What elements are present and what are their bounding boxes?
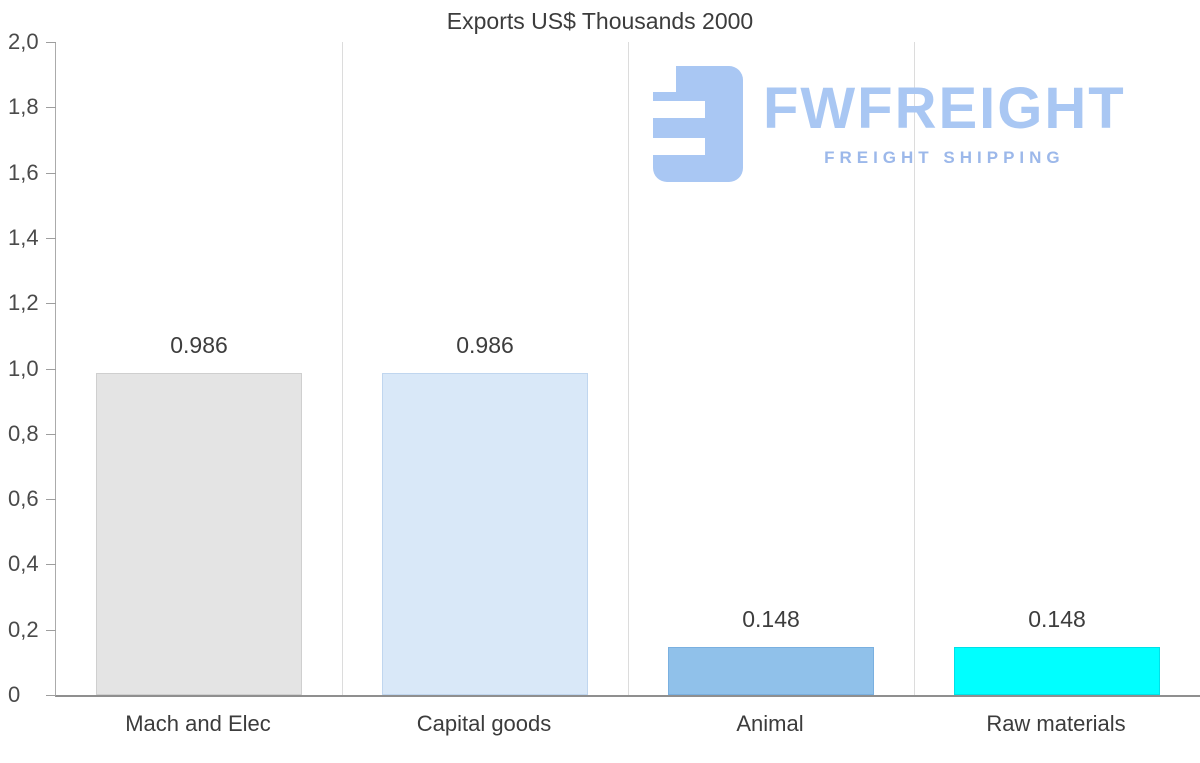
- y-tick-mark: [46, 499, 56, 500]
- y-tick-label: 1,0: [8, 356, 39, 381]
- y-tick-label: 2,0: [8, 29, 39, 54]
- chart-title: Exports US$ Thousands 2000: [446, 8, 754, 34]
- category-label: Raw materials: [986, 711, 1126, 736]
- y-tick-label: 1,4: [8, 225, 39, 250]
- gridline: [914, 42, 915, 695]
- gridline: [342, 42, 343, 695]
- watermark: FWFREIGHT FREIGHT SHIPPING: [653, 66, 1126, 182]
- watermark-text: FWFREIGHT FREIGHT SHIPPING: [763, 80, 1126, 168]
- y-tick-mark: [46, 303, 56, 304]
- bar: [954, 647, 1160, 695]
- bar-value-label: 0.986: [456, 332, 514, 358]
- watermark-tagline: FREIGHT SHIPPING: [824, 148, 1065, 167]
- bar-value-label: 0.148: [742, 606, 800, 632]
- y-tick-mark: [46, 434, 56, 435]
- y-tick-label: 1,2: [8, 290, 39, 315]
- y-tick-label: 0,2: [8, 617, 39, 642]
- y-tick-label: 0,8: [8, 421, 39, 446]
- category-label: Mach and Elec: [125, 711, 271, 736]
- y-tick-mark: [46, 238, 56, 239]
- gridline: [628, 42, 629, 695]
- y-tick-label: 1,6: [8, 160, 39, 185]
- bar: [96, 373, 302, 695]
- fwfreight-logo-icon: [653, 66, 743, 182]
- y-tick-mark: [46, 630, 56, 631]
- y-tick-mark: [46, 107, 56, 108]
- bar-value-label: 0.986: [170, 332, 228, 358]
- bar-value-label: 0.148: [1028, 606, 1086, 632]
- y-tick-label: 0,6: [8, 486, 39, 511]
- logo-notch: [653, 66, 677, 92]
- y-tick-mark: [46, 42, 56, 43]
- y-tick-label: 0: [8, 682, 21, 707]
- category-label: Animal: [736, 711, 804, 736]
- logo-slot: [653, 137, 706, 156]
- y-tick-label: 0,4: [8, 551, 39, 576]
- y-tick-mark: [46, 369, 56, 370]
- bar: [382, 373, 588, 695]
- category-label: Capital goods: [416, 711, 552, 736]
- bar: [668, 647, 874, 695]
- y-tick-label: 1,8: [8, 94, 39, 119]
- logo-slot: [653, 100, 706, 119]
- watermark-brand: FWFREIGHT: [763, 76, 1126, 141]
- y-tick-mark: [46, 173, 56, 174]
- y-tick-mark: [46, 564, 56, 565]
- y-tick-mark: [46, 695, 56, 696]
- plot-area: 0.986 0.986 0.148 0.148: [46, 42, 1200, 697]
